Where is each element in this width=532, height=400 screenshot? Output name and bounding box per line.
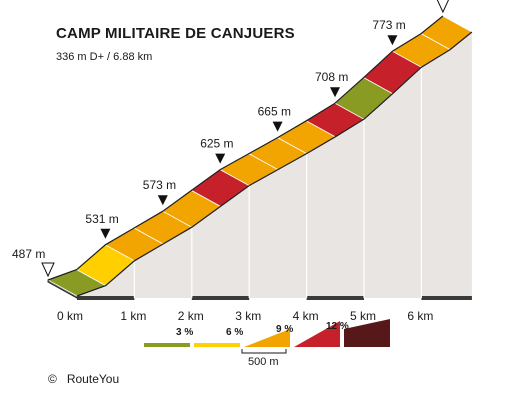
copyright-symbol: © bbox=[48, 372, 57, 386]
legend-swatch bbox=[194, 343, 240, 347]
credit-text: RouteYou bbox=[66, 372, 120, 386]
scale-bar bbox=[241, 349, 287, 354]
x-tick-label: 0 km bbox=[57, 309, 83, 323]
scale-label: 500 m bbox=[248, 356, 279, 368]
profile-wall-face bbox=[77, 32, 472, 298]
elevation-label: 573 m bbox=[143, 178, 176, 192]
slab-back-edge bbox=[76, 31, 473, 297]
x-tick-label: 3 km bbox=[235, 309, 261, 323]
gradient-legend: 3 % 6 % 9 % 12 % 500 m bbox=[144, 319, 390, 368]
elevation-label: 531 m bbox=[85, 212, 118, 226]
elevation-marker bbox=[215, 153, 226, 164]
legend-swatch bbox=[344, 319, 390, 347]
elevation-label: 487 m bbox=[12, 247, 45, 261]
elevation-label: 773 m bbox=[372, 18, 405, 32]
elevation-marker bbox=[387, 35, 398, 46]
elevation-label: 708 m bbox=[315, 70, 348, 84]
legend-swatch bbox=[244, 329, 290, 347]
elevation-label: 665 m bbox=[258, 105, 291, 119]
elevation-label: 625 m bbox=[200, 137, 233, 151]
elevation-marker bbox=[330, 87, 340, 98]
credit: © RouteYou bbox=[48, 372, 119, 386]
x-tick-label: 5 km bbox=[350, 309, 376, 323]
elevation-marker bbox=[157, 195, 168, 206]
chart-subtitle: 336 m D+ / 6.88 km bbox=[56, 51, 153, 63]
legend-label: 12 % bbox=[326, 321, 349, 332]
x-tick-label: 1 km bbox=[120, 309, 146, 323]
distance-ticks: 0 km 1 km 2 km 3 km 4 km 5 km 6 km bbox=[57, 67, 472, 323]
elevation-marker bbox=[436, 0, 450, 14]
x-tick-label: 4 km bbox=[293, 309, 319, 323]
legend-swatch bbox=[144, 343, 190, 347]
legend-label: 3 % bbox=[176, 327, 193, 338]
chart-title: CAMP MILITAIRE DE CANJUERS bbox=[56, 25, 295, 42]
x-tick-label: 2 km bbox=[178, 309, 204, 323]
legend-label: 6 % bbox=[226, 327, 243, 338]
x-tick-label: 6 km bbox=[407, 309, 433, 323]
slab-front-edge bbox=[47, 15, 444, 281]
legend-swatch bbox=[294, 321, 340, 347]
legend-label: 9 % bbox=[276, 324, 293, 335]
gradient-slabs bbox=[47, 15, 473, 297]
elevation-marker bbox=[41, 262, 55, 278]
elevation-marker bbox=[100, 228, 111, 239]
elevation-marker bbox=[272, 121, 283, 132]
